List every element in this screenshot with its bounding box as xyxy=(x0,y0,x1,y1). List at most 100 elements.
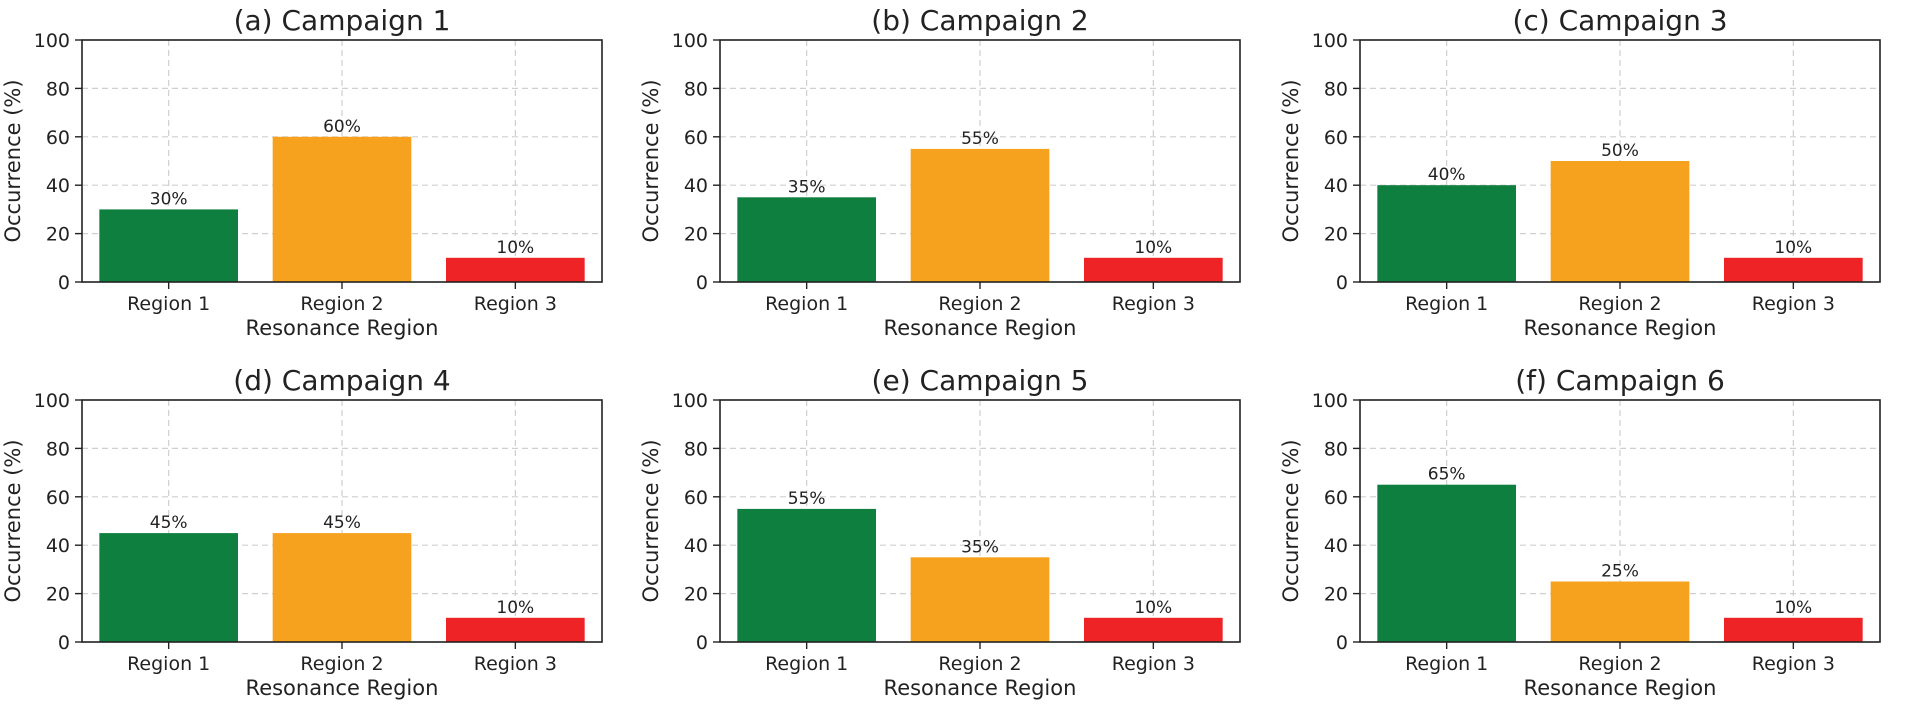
bar-value-label: 55% xyxy=(961,129,999,149)
plot-frame xyxy=(81,39,603,283)
chart-panel-2: (b) Campaign 2 0 20 40 60 80 100 35% Region 1 55%… xyxy=(639,4,1241,340)
y-tick-label: 80 xyxy=(684,78,708,100)
x-tick-label: Region 3 xyxy=(1752,653,1835,675)
bar-3 xyxy=(1084,257,1223,282)
y-axis-label: Occurrence (%) xyxy=(639,439,663,602)
bar-1 xyxy=(1377,185,1516,282)
x-tick-label: Region 2 xyxy=(938,653,1021,675)
x-tick-label: Region 3 xyxy=(474,653,557,675)
bar-value-label: 60% xyxy=(323,117,361,137)
y-axis-label: Occurrence (%) xyxy=(1,79,25,242)
chart-panel-1: (a) Campaign 1 0 20 40 60 80 100 30% Region 1 60%… xyxy=(1,4,603,340)
y-tick-label: 20 xyxy=(46,224,70,246)
chart-panel-5: (e) Campaign 5 0 20 40 60 80 100 55% Region 1 35%… xyxy=(639,364,1241,700)
y-tick-label: 20 xyxy=(684,584,708,606)
y-tick-label: 40 xyxy=(684,175,708,197)
x-axis-label: Resonance Region xyxy=(246,676,439,700)
plot-frame xyxy=(719,399,1241,643)
bar-value-label: 10% xyxy=(1134,238,1172,258)
x-axis-label: Resonance Region xyxy=(884,316,1077,340)
bar-2 xyxy=(1550,581,1690,642)
bar-value-label: 55% xyxy=(788,489,826,509)
y-tick-label: 0 xyxy=(58,632,70,654)
bar-value-label: 45% xyxy=(323,513,361,533)
chart-title: (d) Campaign 4 xyxy=(233,364,450,397)
chart-title: (a) Campaign 1 xyxy=(234,4,451,37)
x-tick-label: Region 2 xyxy=(1578,293,1661,315)
y-tick-label: 80 xyxy=(1324,78,1348,100)
y-tick-label: 0 xyxy=(1336,632,1348,654)
y-tick-label: 20 xyxy=(1324,584,1348,606)
y-tick-label: 0 xyxy=(696,632,708,654)
x-tick-label: Region 3 xyxy=(1112,293,1195,315)
x-axis-label: Resonance Region xyxy=(246,316,439,340)
y-tick-label: 60 xyxy=(684,487,708,509)
y-axis-label: Occurrence (%) xyxy=(1279,439,1303,602)
plot-frame xyxy=(719,39,1241,283)
y-tick-label: 100 xyxy=(672,30,708,52)
y-tick-label: 100 xyxy=(34,30,70,52)
y-tick-label: 20 xyxy=(46,584,70,606)
x-axis-label: Resonance Region xyxy=(884,676,1077,700)
bar-2 xyxy=(272,533,412,642)
chart-panel-3: (c) Campaign 3 0 20 40 60 80 100 40% Region 1 50%… xyxy=(1279,4,1881,340)
bar-1 xyxy=(99,533,238,642)
y-tick-label: 40 xyxy=(684,535,708,557)
chart-title: (e) Campaign 5 xyxy=(872,364,1089,397)
x-tick-label: Region 3 xyxy=(474,293,557,315)
bar-1 xyxy=(737,197,876,282)
bar-1 xyxy=(737,508,876,642)
y-axis-label: Occurrence (%) xyxy=(1,439,25,602)
y-axis-label: Occurrence (%) xyxy=(1279,79,1303,242)
x-tick-label: Region 1 xyxy=(1405,293,1488,315)
y-tick-label: 20 xyxy=(1324,224,1348,246)
x-tick-label: Region 1 xyxy=(127,293,210,315)
x-tick-label: Region 2 xyxy=(938,293,1021,315)
bar-value-label: 50% xyxy=(1601,141,1639,161)
x-axis-label: Resonance Region xyxy=(1524,316,1717,340)
plot-frame xyxy=(1359,39,1881,283)
x-tick-label: Region 1 xyxy=(127,653,210,675)
x-tick-label: Region 1 xyxy=(1405,653,1488,675)
bar-1 xyxy=(99,209,238,282)
bar-value-label: 35% xyxy=(788,177,826,197)
chart-panel-6: (f) Campaign 6 0 20 40 60 80 100 65% Region 1 25%… xyxy=(1279,364,1881,700)
bar-2 xyxy=(910,148,1050,282)
plot-frame xyxy=(81,399,603,643)
bar-2 xyxy=(910,557,1050,642)
chart-title: (b) Campaign 2 xyxy=(871,4,1088,37)
bar-2 xyxy=(272,136,412,282)
x-tick-label: Region 2 xyxy=(1578,653,1661,675)
y-tick-label: 40 xyxy=(1324,535,1348,557)
bar-value-label: 10% xyxy=(496,598,534,618)
bar-3 xyxy=(446,257,585,282)
y-axis-label: Occurrence (%) xyxy=(639,79,663,242)
y-tick-label: 100 xyxy=(1312,390,1348,412)
x-tick-label: Region 1 xyxy=(765,293,848,315)
bar-value-label: 25% xyxy=(1601,562,1639,582)
bar-value-label: 10% xyxy=(1774,238,1812,258)
bar-value-label: 10% xyxy=(496,238,534,258)
x-tick-label: Region 3 xyxy=(1112,653,1195,675)
bar-value-label: 65% xyxy=(1428,465,1466,485)
bar-3 xyxy=(446,617,585,642)
bar-3 xyxy=(1724,257,1863,282)
bar-3 xyxy=(1724,617,1863,642)
y-tick-label: 40 xyxy=(46,175,70,197)
y-tick-label: 80 xyxy=(684,438,708,460)
bar-value-label: 10% xyxy=(1134,598,1172,618)
y-tick-label: 40 xyxy=(46,535,70,557)
bar-value-label: 30% xyxy=(150,189,188,209)
x-axis-label: Resonance Region xyxy=(1524,676,1717,700)
bar-value-label: 10% xyxy=(1774,598,1812,618)
bar-value-label: 40% xyxy=(1428,165,1466,185)
chart-title: (f) Campaign 6 xyxy=(1515,364,1725,397)
y-tick-label: 60 xyxy=(1324,487,1348,509)
y-tick-label: 100 xyxy=(34,390,70,412)
x-tick-label: Region 1 xyxy=(765,653,848,675)
plot-frame xyxy=(1359,399,1881,643)
x-tick-label: Region 2 xyxy=(300,653,383,675)
chart-panel-4: (d) Campaign 4 0 20 40 60 80 100 45% Region 1 45%… xyxy=(1,364,603,700)
y-tick-label: 60 xyxy=(46,487,70,509)
